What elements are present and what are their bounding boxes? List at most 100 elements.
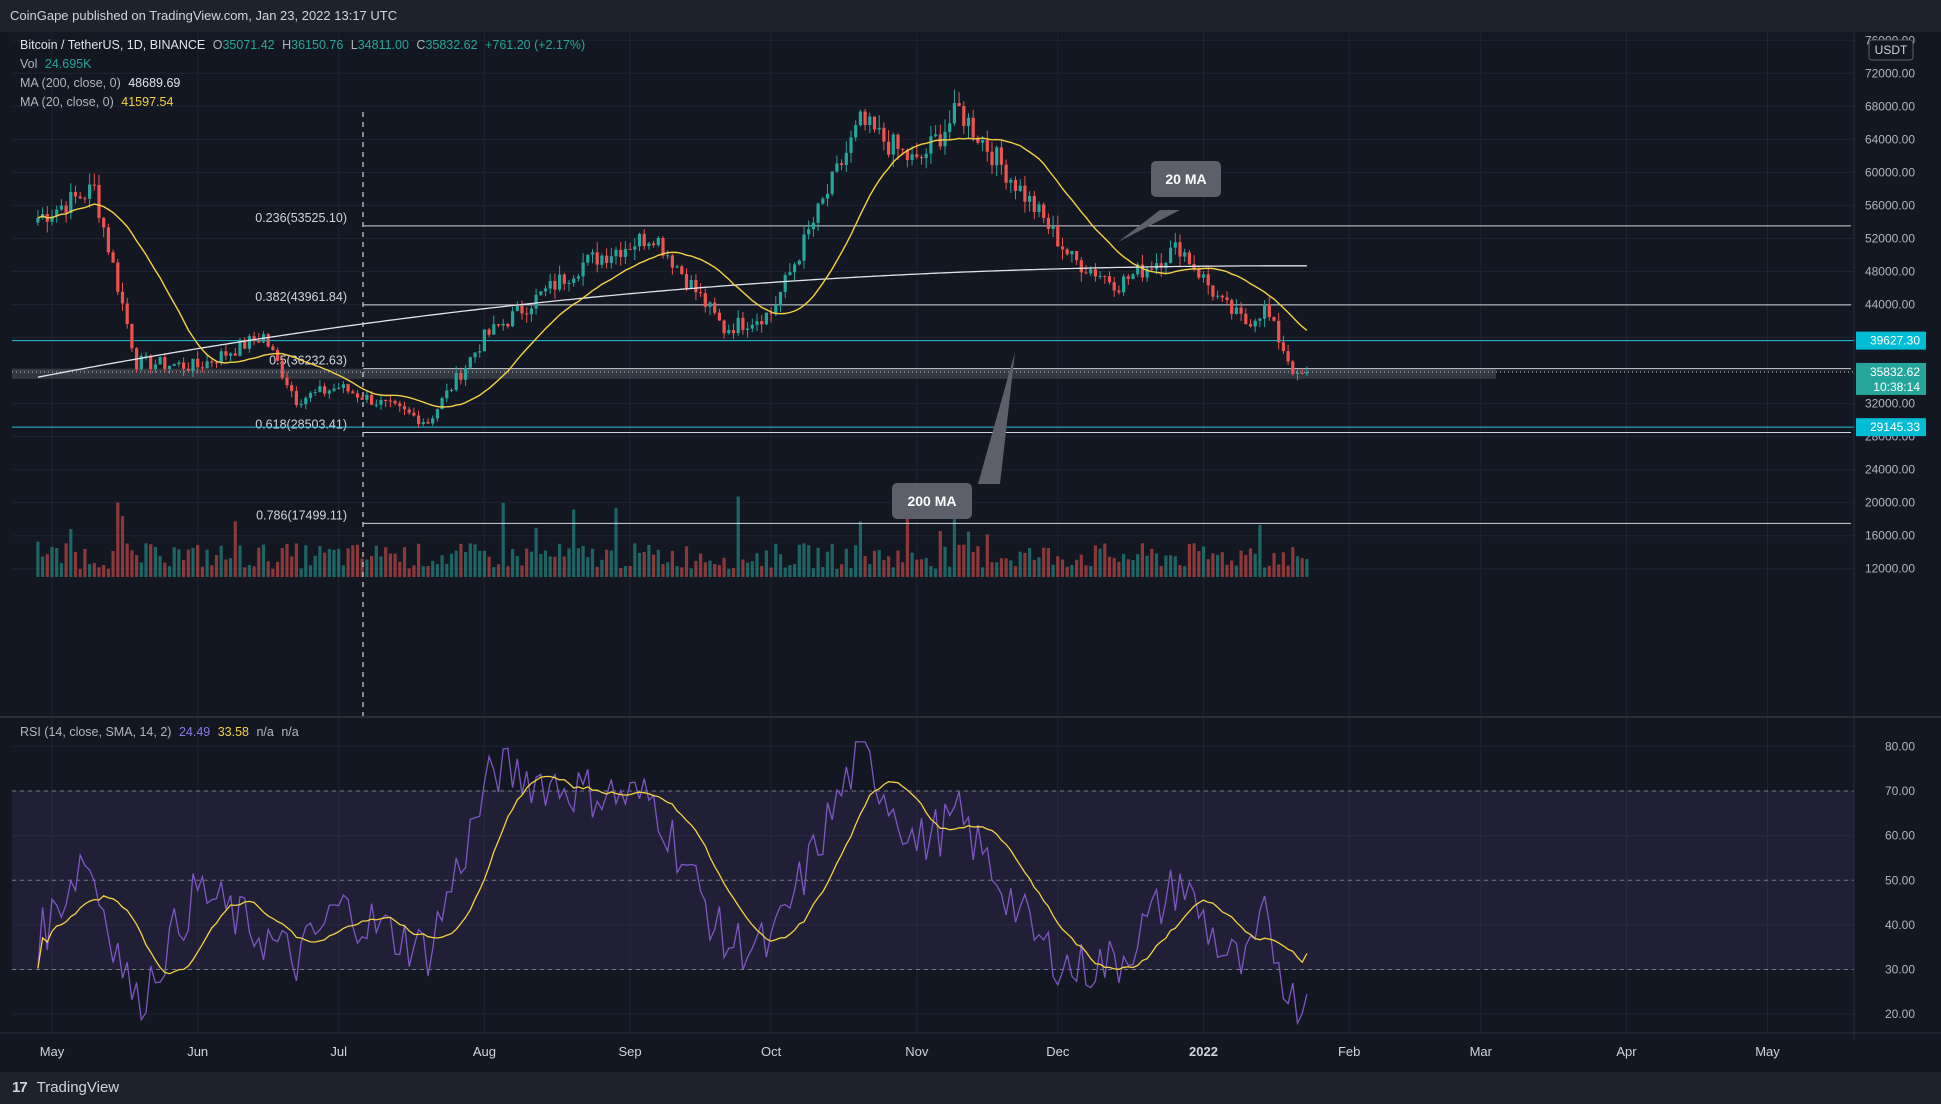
volume-legend[interactable]: Vol 24.695K	[20, 57, 91, 71]
volume-bar	[1234, 565, 1238, 577]
volume-bar	[102, 565, 106, 577]
candle-body	[835, 163, 839, 172]
candle-body	[449, 389, 454, 391]
candle-body	[1079, 260, 1083, 273]
candle-body	[581, 262, 585, 277]
volume-bar	[1131, 560, 1135, 577]
volume-bar	[1253, 553, 1257, 577]
volume-bar	[191, 547, 195, 577]
candle-body	[149, 355, 153, 370]
candle-body	[976, 137, 980, 143]
candle-body	[120, 291, 125, 304]
volume-bar	[69, 529, 73, 577]
candle-body	[1295, 372, 1300, 374]
price-axis[interactable]: 76000.0072000.0068000.0064000.0060000.00…	[1865, 33, 1915, 575]
volume-bar	[746, 562, 750, 577]
volume-bar	[1225, 564, 1229, 577]
candle-body	[1234, 307, 1238, 314]
candle-body	[952, 102, 956, 124]
candle-body	[910, 154, 914, 161]
candle-body	[924, 153, 928, 159]
candle-body	[811, 222, 815, 230]
candle-body	[167, 365, 172, 369]
candle-body	[224, 351, 228, 356]
candle-body	[1263, 304, 1267, 319]
candle-body	[337, 387, 341, 389]
ma200-callout[interactable]: 200 MA	[892, 352, 1015, 519]
volume-bar	[440, 555, 444, 577]
volume-bar	[830, 543, 834, 577]
chart-canvas[interactable]: 0.236(53525.10) 0.382(43961.84) 0.5(36232.…	[0, 32, 1941, 1072]
rsi-axis[interactable]: 80.00 70.00 60.00 50.00 40.00 30.00 20.00	[1885, 739, 1915, 1021]
rsi-legend[interactable]: RSI (14, close, SMA, 14, 2) 24.49 33.58 …	[20, 725, 299, 739]
candle-body	[778, 292, 783, 306]
ma20-legend[interactable]: MA (20, close, 0) 41597.54	[20, 95, 173, 109]
volume-bar	[934, 568, 938, 577]
volume-bar	[623, 566, 627, 577]
volume-bar	[219, 545, 223, 577]
candle-body	[506, 323, 510, 327]
volume-bar	[614, 508, 618, 577]
symbol-legend[interactable]: Bitcoin / TetherUS, 1D, BINANCE O35071.4…	[20, 38, 585, 52]
volume-bar	[478, 550, 482, 577]
candle-body	[304, 397, 308, 405]
candle-body	[567, 282, 571, 284]
volume-bar	[825, 551, 830, 577]
symbol-name: Bitcoin / TetherUS, 1D, BINANCE	[20, 38, 206, 52]
volume-bar	[995, 562, 999, 577]
grid-lines	[12, 32, 1854, 1033]
candle-body	[308, 392, 313, 398]
candle-body	[1178, 242, 1182, 257]
volume-bar	[736, 496, 740, 577]
time-axis[interactable]: May Jun Jul Aug Sep Oct Nov Dec 2022 Feb Mar Apr May	[40, 1044, 1781, 1059]
currency-badge[interactable]: USDT	[1868, 39, 1914, 61]
price-tick-label: 68000.00	[1865, 99, 1915, 113]
volume-bar	[586, 557, 590, 577]
volume-bar	[412, 565, 416, 577]
volume-bar	[999, 558, 1003, 577]
ma200-legend[interactable]: MA (200, close, 0) 48689.69	[20, 76, 180, 90]
candle-body	[440, 398, 444, 410]
volume-bar	[924, 557, 928, 577]
candle-body	[943, 131, 947, 147]
volume-bar	[1173, 556, 1177, 577]
ma20-callout[interactable]: 20 MA	[1118, 161, 1221, 242]
candle-body	[717, 312, 721, 321]
price-tick-label: 52000.00	[1865, 231, 1915, 245]
price-tick-label: 48000.00	[1865, 264, 1915, 278]
volume-bar	[529, 551, 533, 577]
candle-body	[332, 388, 336, 391]
candle-body	[1013, 179, 1018, 191]
candle-body	[473, 352, 477, 358]
candle-body	[689, 280, 693, 289]
candle-body	[783, 274, 787, 293]
volume-bar	[821, 567, 825, 577]
candle-body	[351, 391, 355, 394]
volume-bar	[802, 543, 806, 577]
volume-bar	[981, 567, 985, 577]
volume-bar	[1145, 555, 1149, 577]
price-tick-label: 32000.00	[1865, 397, 1915, 411]
volume-bar	[797, 544, 801, 577]
candle-body	[797, 260, 801, 265]
candle-body	[760, 321, 764, 325]
price-levels	[12, 340, 1854, 428]
candle-body	[821, 198, 825, 204]
rsi-tick-label: 80.00	[1885, 739, 1915, 753]
volume-bar	[938, 530, 942, 577]
candle-body	[830, 171, 834, 194]
volume-bar	[501, 502, 505, 577]
volume-bar	[116, 502, 120, 577]
candle-body	[515, 305, 519, 312]
volume-bar	[609, 550, 613, 577]
volume-bar	[379, 556, 383, 577]
candle-body	[92, 184, 96, 186]
candle-body	[1098, 275, 1102, 277]
volume-bar	[214, 555, 219, 577]
volume-bar	[196, 545, 200, 577]
ma20-callout-label: 20 MA	[1165, 171, 1206, 187]
volume-bar	[492, 567, 496, 577]
volume-bar	[1112, 558, 1116, 577]
candle-body	[1159, 263, 1163, 268]
